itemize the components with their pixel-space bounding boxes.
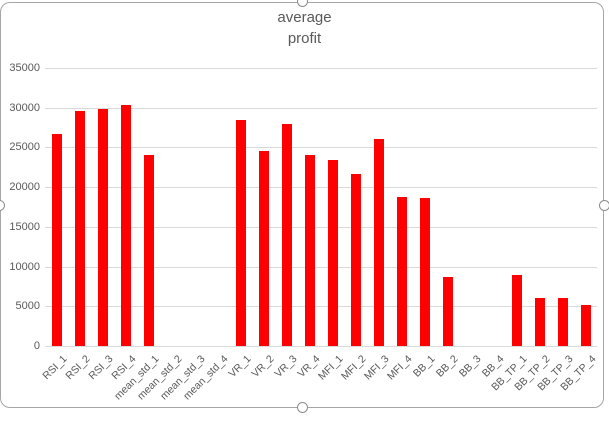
chart-title[interactable]: average profit [0, 7, 609, 49]
bar-mean_std_1[interactable] [143, 155, 154, 346]
bar-RSI_4[interactable] [120, 104, 131, 346]
y-tick-label-0: 0 [33, 340, 40, 352]
y-tick-label-35000: 35000 [9, 62, 40, 74]
y-tick-label-20000: 20000 [9, 181, 40, 194]
bar-BB_2[interactable] [442, 276, 453, 346]
gridline-15000 [45, 226, 597, 228]
bar-MFI_1[interactable] [327, 160, 338, 346]
y-tick-label-5000: 5000 [15, 300, 40, 313]
chart-title-line-1: average [277, 9, 332, 26]
y-tick-label-30000: 30000 [9, 101, 40, 114]
gridline-35000 [45, 68, 597, 69]
y-tick-label-25000: 25000 [9, 141, 40, 154]
gridline-10000 [45, 266, 597, 268]
gridline-25000 [45, 147, 597, 149]
x-axis-line [45, 346, 597, 347]
bar-RSI_3[interactable] [97, 108, 108, 346]
gridline-20000 [45, 187, 597, 189]
bar-BB_TP_3[interactable] [557, 297, 568, 346]
bar-VR_2[interactable] [258, 150, 269, 346]
resize-handle-top[interactable] [297, 0, 308, 7]
bar-VR_3[interactable] [281, 124, 292, 346]
bar-VR_4[interactable] [304, 154, 315, 346]
bar-MFI_2[interactable] [350, 173, 361, 346]
bar-VR_1[interactable] [235, 120, 246, 346]
gridline-5000 [45, 306, 597, 308]
resize-handle-right[interactable] [599, 200, 609, 211]
bar-RSI_2[interactable] [74, 110, 85, 346]
bar-BB_TP_2[interactable] [534, 298, 545, 346]
bar-BB_1[interactable] [419, 198, 430, 346]
y-tick-label-15000: 15000 [9, 220, 40, 233]
chart-title-line-2: profit [287, 30, 322, 47]
bar-MFI_4[interactable] [396, 196, 407, 346]
bar-RSI_1[interactable] [51, 133, 62, 346]
bar-MFI_3[interactable] [373, 139, 384, 346]
bar-BB_TP_4[interactable] [580, 305, 591, 346]
gridline-30000 [45, 107, 597, 109]
resize-handle-bottom[interactable] [297, 402, 308, 413]
bar-BB_TP_1[interactable] [511, 275, 522, 346]
plot-area: 0 5000 10000 15000 20000 25000 30000 35000 RSI_1… [9, 62, 598, 402]
y-tick-label-10000: 10000 [9, 260, 40, 273]
